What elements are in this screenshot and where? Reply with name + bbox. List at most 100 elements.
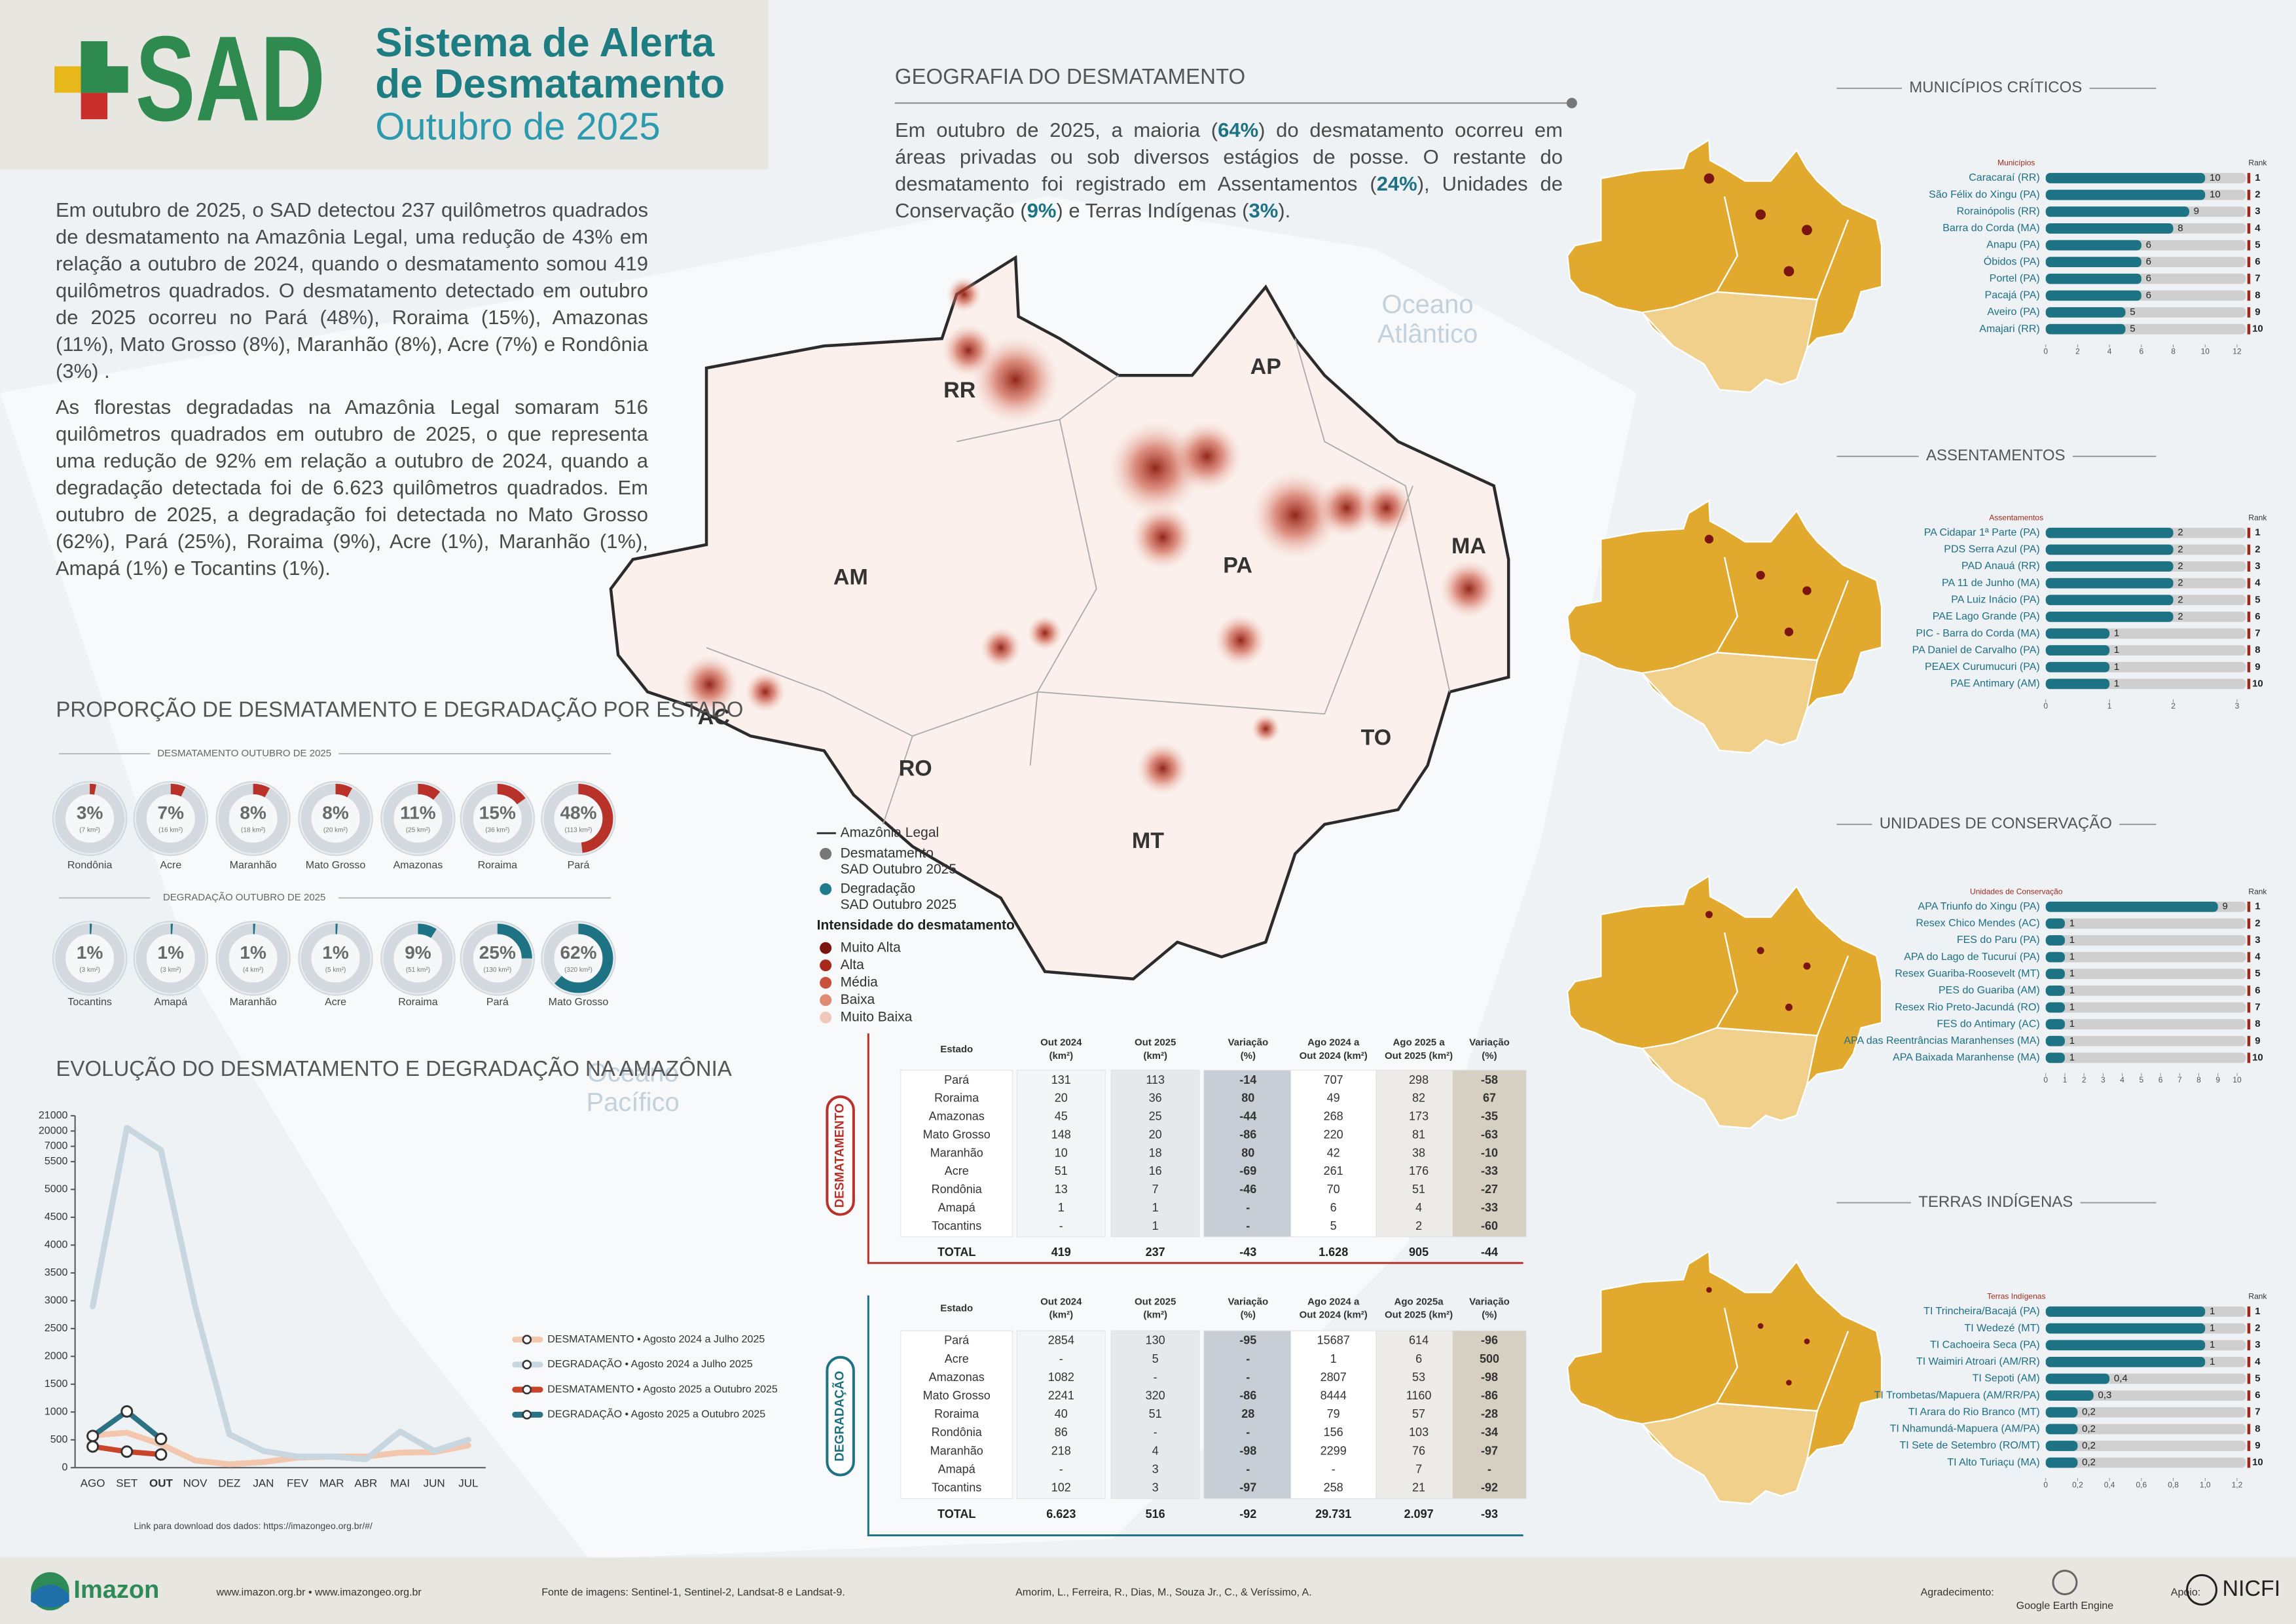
- bar-label: PES do Guariba (AM): [1939, 985, 2040, 996]
- rank: 8: [2255, 1423, 2260, 1434]
- donut-arc: [462, 923, 532, 993]
- rank-marker: [2247, 1340, 2251, 1351]
- rank: 9: [2255, 661, 2260, 673]
- series-point: [155, 1448, 168, 1461]
- table-cell: -: [1154, 1371, 1157, 1384]
- bar-value: 5: [2130, 306, 2135, 318]
- table-cell: 103: [1409, 1426, 1429, 1439]
- donut-category: Roraima: [398, 997, 438, 1008]
- hotspot: [1317, 478, 1376, 538]
- legend-label: Desmatamento: [841, 845, 934, 860]
- partner-icon: [2052, 1570, 2078, 1596]
- text-run: ).: [1278, 199, 1291, 222]
- table-cell: 42: [1327, 1146, 1340, 1159]
- bar-track: [2045, 986, 2246, 996]
- mini-map: [1566, 138, 1883, 394]
- bar: [2045, 527, 2174, 538]
- rank: 10: [2252, 323, 2263, 335]
- table-cell: 614: [1409, 1334, 1429, 1347]
- rank: 10: [2252, 678, 2263, 689]
- bar-label: APA do Lago de Tucuruí (PA): [1904, 951, 2040, 963]
- rank-marker: [2247, 561, 2251, 572]
- rank: 5: [2255, 239, 2260, 250]
- table-cell: -98: [1239, 1444, 1256, 1457]
- rank-marker: [2247, 661, 2251, 673]
- y-tick-label: 500: [50, 1434, 68, 1445]
- mini-map-border: [1715, 196, 1850, 301]
- bar: [2045, 273, 2141, 284]
- mini-hotspot: [1757, 947, 1764, 955]
- rank: 5: [2255, 1373, 2260, 1384]
- table-cell: 4: [1415, 1201, 1422, 1214]
- table-cell: -: [1154, 1426, 1157, 1439]
- table-column: [1203, 1069, 1293, 1238]
- table-cell: 8444: [1321, 1389, 1347, 1402]
- table-column: [1110, 1069, 1200, 1238]
- table-header: Out 2025: [1135, 1296, 1176, 1307]
- table-cell: 53: [1412, 1371, 1425, 1384]
- text-run: ) do desmatamento ocorreu em áreas priva…: [895, 119, 1563, 195]
- bar: [2045, 544, 2174, 555]
- rank: 5: [2255, 594, 2260, 605]
- donut-value: 1%: [322, 942, 349, 963]
- table-cell: Roraima: [934, 1092, 979, 1105]
- table-cell: 500: [1480, 1352, 1499, 1365]
- x-tick-label: 2: [2171, 701, 2176, 710]
- x-tick-label: 1,2: [2232, 1480, 2243, 1489]
- donut-area: (130 km²): [483, 967, 511, 974]
- bar-track: [2045, 1441, 2246, 1451]
- x-tick-label: AGO: [81, 1477, 105, 1489]
- table-cell: 3: [1152, 1462, 1159, 1475]
- column-header: Terras Indígenas: [1987, 1292, 2045, 1301]
- section-title: EVOLUÇÃO DO DESMATAMENTO E DEGRADAÇÃO NA…: [56, 1056, 731, 1080]
- table-cell: -86: [1481, 1389, 1498, 1402]
- table-header: Out 2025: [1135, 1037, 1176, 1048]
- bar-label: TI Waimiri Atroari (AM/RR): [1916, 1356, 2040, 1367]
- footer-text: Agradecimento:: [1921, 1587, 1994, 1598]
- table-header: Estado: [940, 1044, 973, 1055]
- legend-label: Baixa: [841, 992, 875, 1007]
- rank-marker: [2247, 918, 2251, 929]
- bar-label: Anapu (PA): [1986, 240, 2040, 251]
- table-cell: 2807: [1321, 1371, 1347, 1384]
- legend-symbol: [820, 994, 832, 1006]
- table-cell: -: [1487, 1462, 1491, 1475]
- rank: 8: [2255, 289, 2260, 301]
- y-tick-label: 4000: [45, 1240, 68, 1251]
- table-header: Variação: [1228, 1037, 1268, 1048]
- table-header: Out 2024 (km²): [1300, 1050, 1368, 1061]
- footer-text: Amorim, L., Ferreira, R., Dias, M., Souz…: [1015, 1587, 1312, 1598]
- table-cell: -: [1246, 1426, 1250, 1439]
- table-cell: 80: [1241, 1092, 1254, 1105]
- bar: [2045, 661, 2110, 673]
- hotspot: [1250, 714, 1281, 744]
- bar-value: 8: [2178, 223, 2183, 234]
- donut-arc: [383, 923, 453, 993]
- table-cell: 258: [1324, 1481, 1343, 1494]
- legend-label: DESMATAMENTO • Agosto 2024 a Julho 2025: [547, 1334, 765, 1345]
- bar-value: 1: [2069, 968, 2075, 979]
- mini-hotspot: [1783, 266, 1795, 277]
- mini-map-border: [1715, 1308, 1850, 1412]
- donut-value: 3%: [77, 803, 103, 823]
- series-point: [155, 1432, 168, 1445]
- rule-dot: [1566, 98, 1577, 109]
- donut-category: Rondônia: [67, 860, 113, 871]
- table-header: Out 2024 (km²): [1300, 1310, 1368, 1321]
- hotspot: [1439, 559, 1499, 619]
- rank: 3: [2255, 206, 2260, 217]
- bar-label: Aveiro (PA): [1987, 306, 2039, 318]
- table-header: Ago 2024 a: [1307, 1296, 1360, 1307]
- series-point: [120, 1445, 134, 1458]
- y-tick-label: 1000: [45, 1407, 68, 1418]
- table-cell: 79: [1327, 1407, 1340, 1420]
- x-tick-label: 0: [2043, 1480, 2048, 1489]
- table-total: TOTAL: [938, 1507, 975, 1521]
- table-header: Variação: [1228, 1296, 1268, 1307]
- donut-value: 1%: [158, 942, 185, 963]
- table-cell: 38: [1412, 1146, 1425, 1159]
- legend-symbol: [820, 883, 832, 895]
- x-tick-label: 0: [2043, 701, 2048, 710]
- table-cell: 298: [1409, 1073, 1429, 1086]
- bar-label: APA Baixada Maranhense (MA): [1893, 1052, 2040, 1063]
